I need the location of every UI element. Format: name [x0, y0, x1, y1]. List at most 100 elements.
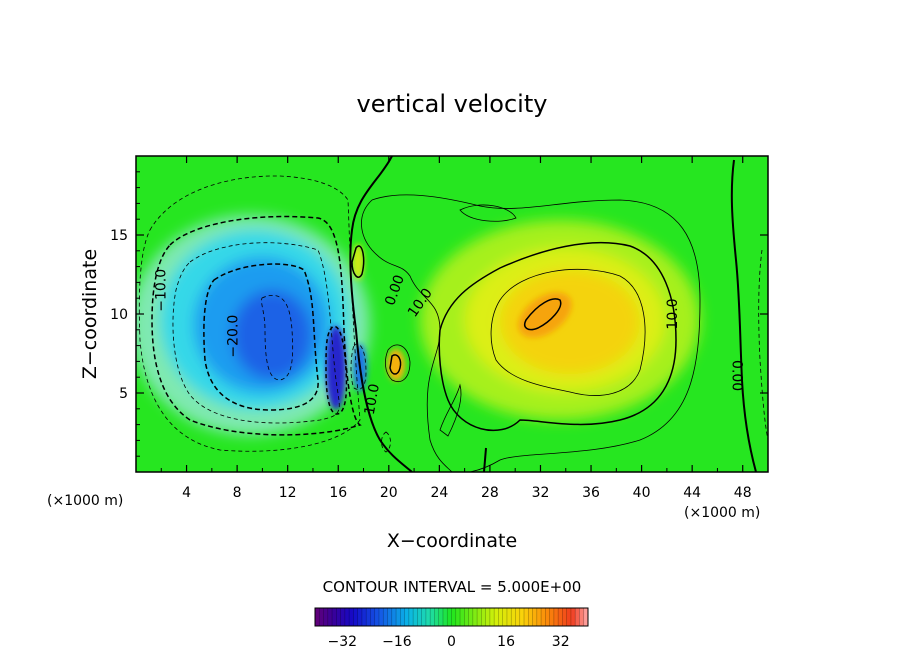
colorbar-swatch: [417, 608, 423, 626]
contour-neg-bottom: [381, 431, 391, 453]
colorbar-swatch: [400, 608, 406, 626]
colorbar-swatch: [413, 608, 418, 626]
colorbar-swatch: [374, 608, 380, 626]
colorbar-swatch: [336, 608, 342, 626]
colorbar-swatch: [541, 608, 546, 626]
colorbar-swatch: [579, 608, 585, 626]
colorbar-swatch: [494, 608, 499, 626]
colorbar-swatch: [451, 608, 457, 626]
x-tick-label: 40: [633, 485, 651, 501]
colorbar-swatch: [472, 608, 478, 626]
contour-pos-5: [361, 194, 701, 472]
contour-zero-left: [349, 156, 413, 472]
colorbar-swatch: [460, 608, 465, 626]
colorbar-swatch: [575, 608, 580, 626]
contour-pos-strip: [384, 344, 411, 382]
colorbar-swatch: [549, 608, 555, 626]
colorbar-swatch: [438, 608, 444, 626]
contour-interval-text: CONTOUR INTERVAL = 5.000E+00: [323, 578, 582, 596]
x-unit-left: (×1000 m): [47, 493, 123, 509]
colorbar-swatch: [468, 608, 474, 626]
field-positive-inner: [500, 270, 640, 374]
colorbar-swatch: [378, 608, 384, 626]
colorbar-swatch: [340, 608, 346, 626]
colorbar-swatch: [323, 608, 329, 626]
colorbar-swatch: [583, 608, 589, 626]
colorbar-swatch: [545, 608, 551, 626]
chart-title: vertical velocity: [357, 90, 548, 118]
colorbar-swatch: [319, 608, 325, 626]
colorbar-swatch: [464, 608, 470, 626]
colorbar-swatch: [515, 608, 521, 626]
colorbar-swatch: [511, 608, 516, 626]
contour-label: 10.0: [665, 298, 681, 329]
colorbar-swatch: [327, 608, 333, 626]
colorbar-swatch: [361, 608, 367, 626]
colorbar-swatch: [425, 608, 431, 626]
contour-label: −20.0: [225, 315, 241, 358]
colorbar-swatch: [349, 608, 354, 626]
colorbar-swatch: [408, 608, 414, 626]
x-tick-label: 12: [279, 485, 297, 501]
colorbar-swatch: [481, 608, 487, 626]
colorbar-swatch: [366, 608, 371, 626]
contour-label: −10.0: [153, 269, 169, 312]
colorbar-frame: [314, 607, 589, 627]
colorbar-swatch: [442, 608, 448, 626]
field-strip-max: [387, 349, 405, 381]
colorbar-swatch: [553, 608, 559, 626]
contour-neg-strip-b: [350, 343, 367, 390]
contour-pos-15: [490, 268, 646, 396]
contour-pos-upper-b: [459, 204, 517, 222]
contour-lines: [138, 156, 768, 472]
contour-pos-upper: [351, 245, 365, 278]
x-tick-label: 32: [532, 485, 550, 501]
field-positive-core: [518, 292, 572, 338]
colorbar-swatch: [353, 608, 359, 626]
colorbar-swatch: [404, 608, 410, 626]
contour-zero-right: [730, 159, 757, 472]
colorbar-swatch: [528, 608, 534, 626]
colorbar-ticks: −32 −16 0 16 32: [328, 634, 570, 650]
colorbar-swatch: [489, 608, 495, 626]
colorbar-swatch: [455, 608, 461, 626]
contour-pos-20: [524, 298, 562, 331]
colorbar-swatch: [570, 608, 576, 626]
y-tick-label: 15: [110, 228, 128, 244]
field-strip-min: [326, 326, 346, 410]
contour-neg-strip: [325, 325, 348, 415]
colorbar-swatch: [485, 608, 491, 626]
colorbar-swatch: [524, 608, 529, 626]
colorbar-swatch: [396, 608, 401, 626]
y-tick-label: 5: [119, 386, 128, 402]
x-unit-right: (×1000 m): [684, 505, 760, 521]
contour-neg-20: [203, 263, 319, 411]
colorbar-swatch: [391, 608, 397, 626]
contour-label: 10.0: [362, 383, 383, 416]
colorbar-swatch: [430, 608, 435, 626]
contour-neg-15: [172, 242, 340, 424]
x-tick-label: 24: [430, 485, 448, 501]
colorbar-swatch: [315, 608, 320, 626]
colorbar-swatch: [344, 608, 350, 626]
colorbar-tick-label: −32: [328, 634, 358, 650]
colorbar-swatch: [383, 608, 389, 626]
shaded-field: [136, 215, 700, 435]
x-tick-label: 4: [182, 485, 191, 501]
colorbar: [314, 607, 589, 627]
colorbar-tick-label: 0: [447, 634, 456, 650]
x-axis-label: X−coordinate: [387, 530, 517, 552]
x-tick-label: 44: [683, 485, 701, 501]
contour-label: 0.00: [728, 360, 744, 391]
y-axis-label: Z−coordinate: [79, 249, 101, 379]
colorbar-swatch: [477, 608, 482, 626]
colorbar-swatch: [506, 608, 512, 626]
y-tick-label: 10: [110, 307, 128, 323]
x-axis: 4 8 12 16 20 24 28 32 36 40 44 48: [160, 156, 752, 501]
colorbar-swatch: [421, 608, 427, 626]
x-tick-label: 28: [481, 485, 499, 501]
x-tick-label: 20: [380, 485, 398, 501]
contour-neg-5: [138, 175, 361, 452]
